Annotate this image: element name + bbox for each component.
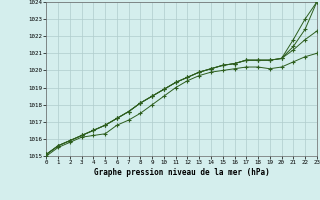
X-axis label: Graphe pression niveau de la mer (hPa): Graphe pression niveau de la mer (hPa) [94, 168, 269, 177]
